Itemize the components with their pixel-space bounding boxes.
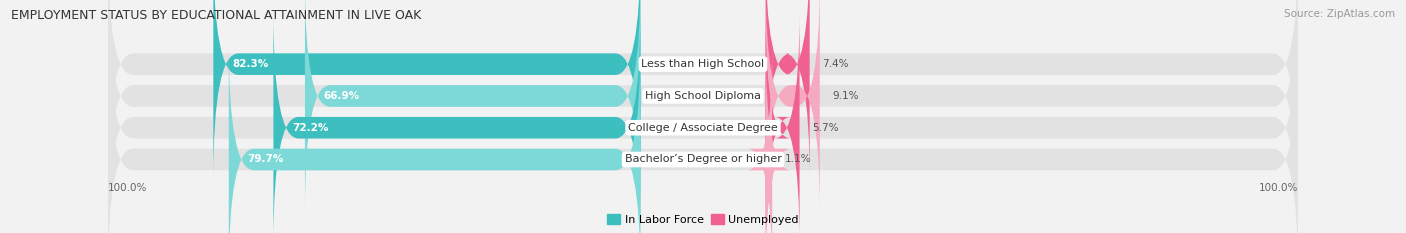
Text: Bachelor’s Degree or higher: Bachelor’s Degree or higher xyxy=(624,154,782,164)
FancyBboxPatch shape xyxy=(108,0,1298,181)
Text: 5.7%: 5.7% xyxy=(813,123,838,133)
FancyBboxPatch shape xyxy=(766,11,800,233)
FancyBboxPatch shape xyxy=(229,43,640,233)
Text: 100.0%: 100.0% xyxy=(108,183,148,193)
FancyBboxPatch shape xyxy=(108,0,1298,212)
Legend: In Labor Force, Unemployed: In Labor Force, Unemployed xyxy=(603,210,803,229)
FancyBboxPatch shape xyxy=(273,11,640,233)
FancyBboxPatch shape xyxy=(766,0,820,212)
Text: 66.9%: 66.9% xyxy=(323,91,360,101)
Text: 1.1%: 1.1% xyxy=(785,154,811,164)
Text: 7.4%: 7.4% xyxy=(823,59,849,69)
FancyBboxPatch shape xyxy=(108,11,1298,233)
Text: High School Diploma: High School Diploma xyxy=(645,91,761,101)
Text: 100.0%: 100.0% xyxy=(1258,183,1298,193)
Text: College / Associate Degree: College / Associate Degree xyxy=(628,123,778,133)
FancyBboxPatch shape xyxy=(214,0,640,181)
FancyBboxPatch shape xyxy=(305,0,640,212)
Text: 79.7%: 79.7% xyxy=(247,154,284,164)
Text: 72.2%: 72.2% xyxy=(292,123,329,133)
Text: EMPLOYMENT STATUS BY EDUCATIONAL ATTAINMENT IN LIVE OAK: EMPLOYMENT STATUS BY EDUCATIONAL ATTAINM… xyxy=(11,9,422,22)
Text: Source: ZipAtlas.com: Source: ZipAtlas.com xyxy=(1284,9,1395,19)
FancyBboxPatch shape xyxy=(108,43,1298,233)
FancyBboxPatch shape xyxy=(766,0,810,181)
Text: 82.3%: 82.3% xyxy=(232,59,269,69)
Text: 9.1%: 9.1% xyxy=(832,91,859,101)
Text: Less than High School: Less than High School xyxy=(641,59,765,69)
FancyBboxPatch shape xyxy=(747,43,790,233)
